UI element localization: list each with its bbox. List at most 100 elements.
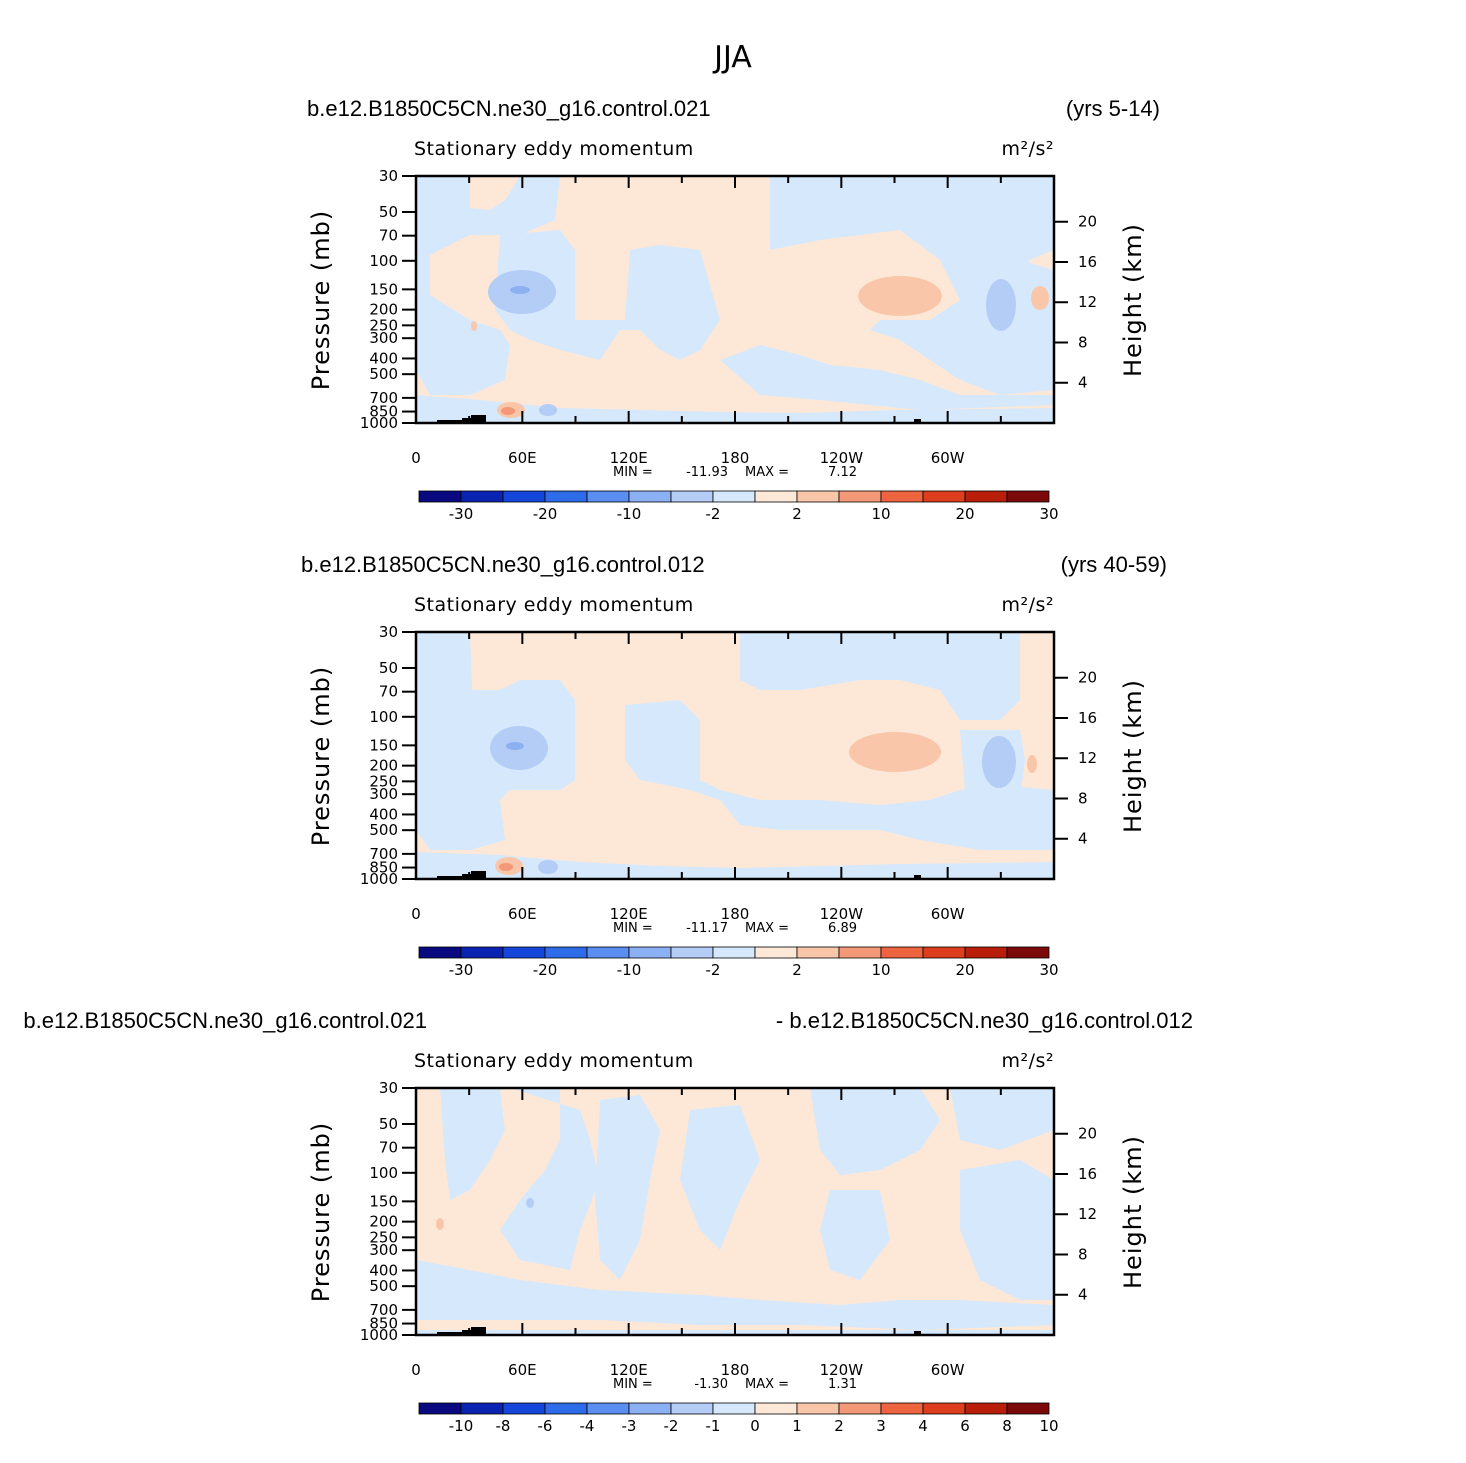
colorbar-swatch: [964, 490, 1008, 503]
panel-2-min-label: MIN =: [613, 921, 653, 936]
panel-3-ylabel-right: Height (km): [1119, 1135, 1147, 1289]
lon-tick-label: 0: [411, 1361, 421, 1379]
colorbar-label: -30: [449, 505, 474, 523]
colorbar-label: -2: [706, 961, 721, 979]
colorbar-label: -30: [449, 961, 474, 979]
panel-3-case-left: b.e12.B1850C5CN.ne30_g16.control.021: [23, 1008, 427, 1033]
panel-2-neg-region-asia: [430, 690, 470, 760]
pressure-tick-label: 400: [369, 805, 398, 823]
colorbar-swatch: [754, 490, 798, 503]
panel-2-case-right: (yrs 40-59): [1061, 552, 1167, 577]
colorbar-label: 6: [960, 1417, 970, 1435]
pressure-tick-label: 150: [369, 280, 398, 298]
pressure-tick-label: 400: [369, 349, 398, 367]
colorbar-label: 10: [871, 505, 890, 523]
pressure-tick-label: 250: [369, 1228, 398, 1246]
colorbar-swatch: [586, 946, 630, 959]
colorbar-swatch: [712, 490, 756, 503]
panel-3-subtitle: Stationary eddy momentum: [414, 1050, 694, 1072]
pressure-tick-label: 850: [369, 1315, 398, 1333]
pressure-tick-label: 70: [379, 1139, 398, 1157]
panel-1-ylabel-right: Height (km): [1119, 223, 1147, 377]
panel-3-neg-region-7: [950, 1088, 1054, 1150]
colorbar-swatch: [880, 946, 924, 959]
panel-1-right-axis: 20 16 12 8 4: [1054, 213, 1097, 392]
pressure-tick-label: 50: [379, 203, 398, 221]
colorbar-swatch: [418, 490, 462, 503]
colorbar-label: -10: [617, 505, 642, 523]
colorbar-swatch: [502, 490, 546, 503]
colorbar-swatch: [796, 1402, 840, 1415]
lon-tick-label: 120W: [820, 449, 864, 467]
pressure-tick-label: 150: [369, 736, 398, 754]
pressure-tick-label: 200: [369, 301, 398, 319]
colorbar-swatch: [922, 490, 966, 503]
panel-2-right-axis: 20 16 12 8 4: [1054, 669, 1097, 848]
panel-2-neg-core2-60e: [506, 742, 524, 750]
pressure-tick-label: 300: [369, 1241, 398, 1259]
panel-2: b.e12.B1850C5CN.ne30_g16.control.012 (yr…: [301, 552, 1167, 979]
height-tick-label: 8: [1078, 789, 1088, 807]
lon-tick-label: 0: [411, 905, 421, 923]
panel-3-neg-region-1: [440, 1088, 505, 1200]
pressure-tick-label: 400: [369, 1261, 398, 1279]
panel-3-neg-region-8: [960, 1160, 1054, 1300]
colorbar-swatch: [586, 1402, 630, 1415]
height-tick-label: 12: [1078, 749, 1097, 767]
pressure-tick-label: 500: [369, 365, 398, 383]
colorbar-swatch: [796, 490, 840, 503]
lon-tick-label: 120E: [610, 449, 648, 467]
colorbar-swatch: [712, 946, 756, 959]
panel-2-colorbar: -30 -20 -10 -2 2 10 20 30: [418, 946, 1059, 979]
colorbar-label: 3: [876, 1417, 886, 1435]
colorbar-label: 8: [1002, 1417, 1012, 1435]
panel-3-contours: [416, 1088, 1054, 1335]
lon-tick-label: 60W: [931, 1361, 965, 1379]
panel-3-bottom-axis: 0 60E 120E 180 120W 60W: [411, 1088, 1002, 1379]
lon-tick-label: 120E: [610, 905, 648, 923]
panel-3-max-value: 1.31: [828, 1377, 857, 1392]
pressure-tick-label: 100: [369, 252, 398, 270]
panel-2-ylabel-right: Height (km): [1119, 679, 1147, 833]
colorbar-swatch: [544, 946, 588, 959]
panel-1: b.e12.B1850C5CN.ne30_g16.control.021 (yr…: [307, 96, 1160, 523]
pressure-tick-label: 500: [369, 1277, 398, 1295]
colorbar-swatch: [964, 1402, 1008, 1415]
colorbar-swatch: [880, 1402, 924, 1415]
lon-tick-label: 180: [721, 449, 750, 467]
pressure-tick-label: 300: [369, 329, 398, 347]
height-tick-label: 16: [1078, 1165, 1097, 1183]
panel-2-neg-core-90w: [982, 736, 1016, 788]
height-tick-label: 8: [1078, 1245, 1088, 1263]
panel-1-topography: [437, 415, 921, 423]
lon-tick-label: 60E: [508, 905, 537, 923]
colorbar-label: 2: [792, 961, 802, 979]
colorbar-label: -2: [706, 505, 721, 523]
panel-1-colorbar: -30 -20 -10 -2 2 10 20 30: [418, 490, 1059, 523]
panel-3-neg-region-3: [595, 1095, 660, 1280]
pressure-tick-label: 50: [379, 1115, 398, 1133]
pressure-tick-label: 30: [379, 167, 398, 185]
colorbar-swatch: [502, 1402, 546, 1415]
colorbar-swatch: [502, 946, 546, 959]
figure-title: JJA: [712, 40, 752, 75]
colorbar-label: -20: [533, 505, 558, 523]
panel-1-case-left: b.e12.B1850C5CN.ne30_g16.control.021: [307, 96, 711, 121]
colorbar-swatch: [838, 1402, 882, 1415]
panel-2-neg-region-mid: [625, 700, 1054, 850]
colorbar-label: -20: [533, 961, 558, 979]
panel-3-max-label: MAX =: [745, 1377, 789, 1392]
height-tick-label: 16: [1078, 253, 1097, 271]
panel-1-ylabel: Pressure (mb): [307, 210, 335, 390]
colorbar-swatch: [1006, 946, 1050, 959]
panel-1-plot-area: [414, 174, 1056, 425]
colorbar-swatch: [670, 946, 714, 959]
colorbar-swatch: [796, 946, 840, 959]
height-tick-label: 4: [1078, 1286, 1088, 1304]
colorbar-label: -6: [538, 1417, 553, 1435]
panel-3-min-value: -1.30: [694, 1377, 728, 1392]
colorbar-swatch: [628, 1402, 672, 1415]
